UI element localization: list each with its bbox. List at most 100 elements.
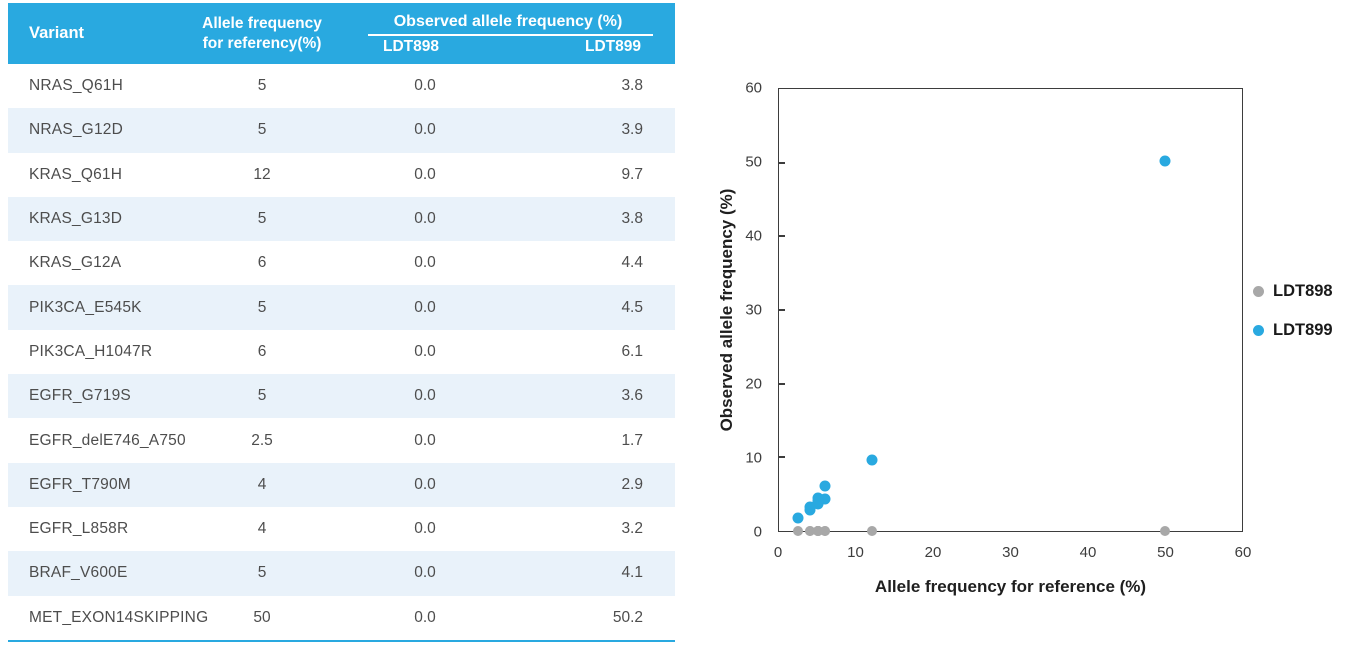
table-row: EGFR_T790M 4 0.0 2.9 — [8, 462, 675, 507]
col-header-observed-sub: LDT898 LDT899 — [341, 36, 675, 56]
cell-ldt899: 1.7 — [621, 431, 643, 449]
data-point-ldt898 — [866, 526, 877, 536]
cell-ref: 5 — [257, 298, 267, 316]
col-header-ldt898: LDT898 — [383, 37, 439, 55]
cell-ldt899: 9.7 — [621, 165, 643, 183]
cell-variant: EGFR_T790M — [29, 475, 131, 493]
cell-ldt898: 0.0 — [414, 298, 436, 316]
data-point-ldt898 — [1159, 526, 1170, 536]
cell-variant: EGFR_L858R — [29, 520, 129, 538]
cell-ref: 5 — [257, 77, 267, 95]
cell-variant: EGFR_delE746_A750 — [29, 431, 186, 449]
scatter-plot-area — [778, 88, 1243, 536]
cell-ref: 5 — [257, 387, 267, 405]
cell-variant: KRAS_G12A — [29, 254, 122, 272]
cell-ref: 5 — [257, 210, 267, 228]
cell-variant: KRAS_G13D — [29, 210, 123, 228]
table-row: EGFR_L858R 4 0.0 3.2 — [8, 506, 675, 552]
cell-ldt899: 4.4 — [621, 254, 643, 272]
cell-ldt898: 0.0 — [414, 520, 436, 538]
cell-ldt898: 0.0 — [414, 165, 436, 183]
table-row: BRAF_V600E 5 0.0 4.1 — [8, 551, 675, 596]
cell-ldt899: 3.2 — [621, 520, 643, 538]
y-axis-tick — [779, 235, 785, 238]
cell-ldt899: 4.1 — [621, 564, 643, 582]
x-tick-label: 40 — [1079, 544, 1097, 561]
cell-ldt898: 0.0 — [414, 564, 436, 582]
legend-label: LDT898 — [1273, 281, 1333, 300]
cell-variant: KRAS_Q61H — [29, 165, 123, 183]
data-point-ldt899 — [819, 480, 831, 492]
x-axis-title: Allele frequency for reference (%) — [874, 577, 1147, 596]
y-axis-tick-labels: 0 10 20 30 40 50 60 — [700, 80, 762, 541]
x-tick-label: 50 — [1157, 544, 1174, 561]
cell-ref: 50 — [253, 608, 271, 626]
data-point-ldt899 — [866, 454, 878, 466]
legend-marker-icon — [1253, 285, 1264, 297]
data-point-ldt898 — [820, 526, 831, 536]
cell-variant: PIK3CA_E545K — [29, 298, 142, 316]
x-tick-label: 10 — [847, 544, 864, 561]
cell-variant: PIK3CA_H1047R — [29, 342, 153, 360]
col-header-observed-group: Observed allele frequency (%) LDT898 LDT… — [341, 3, 675, 64]
variant-frequency-table: Variant Allele frequency for referency(%… — [8, 3, 675, 642]
cell-ref: 4 — [257, 520, 267, 538]
cell-ref: 12 — [253, 165, 271, 183]
cell-ldt898: 0.0 — [414, 475, 436, 493]
cell-ldt898: 0.0 — [414, 77, 436, 95]
cell-ref: 2.5 — [251, 431, 273, 449]
data-point-ldt898 — [804, 526, 815, 536]
table-row: MET_EXON14SKIPPING 50 0.0 50.2 — [8, 595, 675, 640]
x-tick-label: 20 — [924, 544, 942, 561]
col-header-ldt899: LDT899 — [585, 37, 641, 55]
data-point-ldt898 — [812, 526, 823, 536]
y-tick-label: 30 — [745, 301, 762, 319]
cell-ldt899: 6.1 — [621, 342, 643, 360]
cell-ldt899: 50.2 — [612, 608, 643, 626]
legend-marker-icon — [1253, 324, 1264, 336]
data-point-ldt899 — [804, 501, 816, 513]
table-row: KRAS_Q61H 12 0.0 9.7 — [8, 152, 675, 197]
cell-ldt898: 0.0 — [414, 342, 436, 360]
table-row: NRAS_G12D 5 0.0 3.9 — [8, 108, 675, 153]
cell-ldt898: 0.0 — [414, 254, 436, 272]
cell-ref: 6 — [257, 342, 267, 360]
cell-ldt898: 0.0 — [414, 431, 436, 449]
cell-ldt898: 0.0 — [414, 608, 436, 626]
legend-label: LDT899 — [1273, 320, 1333, 339]
cell-variant: NRAS_Q61H — [29, 77, 123, 95]
legend-item-ldt898: LDT898 — [1253, 281, 1333, 301]
cell-ldt899: 4.5 — [621, 298, 643, 316]
legend-item-ldt899: LDT899 — [1253, 320, 1333, 340]
x-tick-label: 0 — [773, 544, 783, 561]
cell-ldt899: 3.6 — [621, 387, 643, 405]
cell-variant: NRAS_G12D — [29, 121, 123, 139]
col-header-variant: Variant — [29, 24, 85, 42]
y-tick-label: 0 — [753, 523, 762, 541]
cell-ldt898: 0.0 — [414, 387, 436, 405]
table-row: KRAS_G13D 5 0.0 3.8 — [8, 196, 675, 242]
cell-variant: EGFR_G719S — [29, 387, 131, 405]
data-point-ldt899 — [792, 512, 804, 524]
cell-ref: 4 — [257, 475, 267, 493]
y-tick-label: 60 — [745, 79, 762, 97]
chart-legend: LDT898 LDT899 — [1253, 281, 1333, 359]
x-tick-label: 60 — [1234, 544, 1252, 561]
table-body: NRAS_Q61H 5 0.0 3.8 NRAS_G12D 5 0.0 3.9 KRAS_Q61… — [8, 64, 675, 642]
y-tick-label: 10 — [745, 449, 762, 467]
cell-ref: 5 — [257, 564, 267, 582]
y-tick-label: 20 — [745, 375, 762, 393]
table-row: NRAS_Q61H 5 0.0 3.8 — [8, 64, 675, 109]
data-point-ldt899 — [819, 493, 831, 505]
col-header-reference-frequency-line1: Allele frequency — [202, 14, 322, 32]
y-tick-label: 50 — [745, 153, 762, 171]
table-row: PIK3CA_E545K 5 0.0 4.5 — [8, 285, 675, 330]
col-header-reference-frequency-line2: for referency(%) — [202, 34, 322, 52]
cell-ldt899: 3.8 — [621, 210, 643, 228]
y-axis-tick — [779, 456, 785, 459]
cell-ldt899: 3.9 — [621, 121, 643, 139]
cell-ldt899: 2.9 — [621, 475, 643, 493]
col-header-reference-frequency: Allele frequency for referency(%) — [183, 3, 341, 64]
y-axis-tick — [779, 382, 785, 385]
data-point-ldt898 — [793, 526, 804, 536]
